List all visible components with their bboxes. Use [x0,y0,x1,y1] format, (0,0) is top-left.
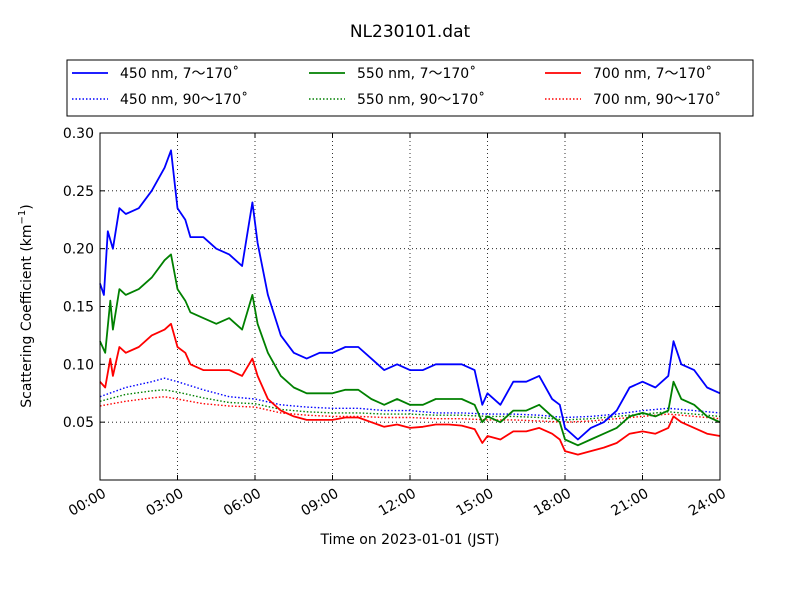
chart-title: NL230101.dat [350,22,471,42]
x-tick-label: 00:00 [66,486,109,520]
legend-label: 450 nm, 7～170˚ [120,65,239,82]
y-tick-label: 0.10 [63,357,94,373]
legend: 450 nm, 7～170˚ 550 nm, 7～170˚ 700 nm, 7～17… [66,59,754,117]
x-tick-label: 06:00 [221,486,264,520]
series-line [99,322,721,456]
y-tick-label: 0.30 [63,126,94,142]
y-axis-label: Scattering Coefficient (km−1) [17,204,35,408]
y-tick-label: 0.20 [63,242,94,258]
x-tick-label: 12:00 [376,486,419,520]
series-line [99,149,721,441]
y-tick-label: 0.15 [63,300,94,316]
y-tick-label: 0.05 [63,415,94,431]
plot-area: 00:00 03:00 06:00 09:00 12:00 15:00 18:00 21:00… [63,126,729,520]
x-axis-label: Time on 2023-01-01 (JST) [320,532,500,548]
legend-box [66,59,754,117]
x-tick-label: 21:00 [608,486,651,520]
series-line [99,389,721,421]
x-tick-label: 24:00 [686,486,729,520]
x-tick-label: 03:00 [143,486,186,520]
legend-label: 700 nm, 7～170˚ [593,65,712,82]
y-tick-label: 0.25 [63,184,94,200]
legend-label: 700 nm, 90～170˚ [593,91,721,108]
x-tick-label: 15:00 [453,486,496,520]
x-tick-label: 09:00 [298,486,341,520]
legend-label: 450 nm, 90～170˚ [120,91,248,108]
x-tick-label: 18:00 [531,486,574,520]
legend-label: 550 nm, 7～170˚ [357,65,476,82]
series-line [99,253,721,447]
legend-label: 550 nm, 90～170˚ [357,91,485,108]
series-line [99,396,721,423]
